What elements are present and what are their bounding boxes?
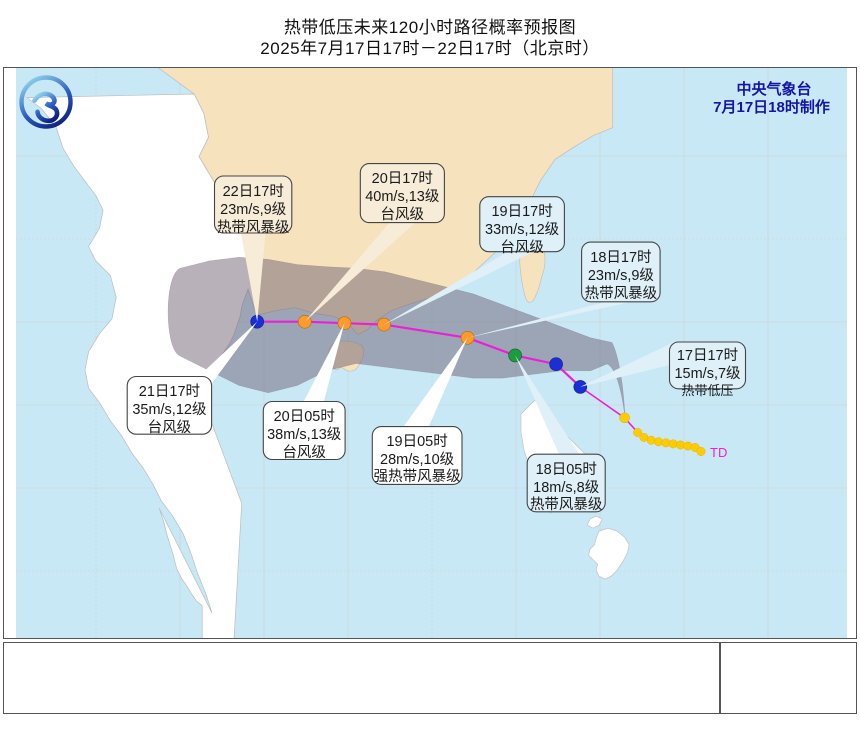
svg-text:热带风暴级: 热带风暴级 (530, 496, 603, 513)
svg-text:18m/s,8级: 18m/s,8级 (533, 479, 599, 496)
svg-text:18日05时: 18日05时 (536, 461, 597, 478)
svg-text:23m/s,9级: 23m/s,9级 (588, 267, 654, 284)
svg-text:台风级: 台风级 (148, 419, 192, 436)
svg-text:20日17时: 20日17时 (372, 170, 433, 187)
svg-text:33m/s,12级: 33m/s,12级 (485, 221, 559, 238)
svg-text:20日05时: 20日05时 (274, 408, 335, 425)
svg-text:TD: TD (710, 445, 727, 460)
svg-text:19日05时: 19日05时 (386, 433, 447, 450)
svg-text:15m/s,7级: 15m/s,7级 (674, 365, 740, 382)
svg-text:台风级: 台风级 (500, 239, 544, 256)
svg-text:台风级: 台风级 (381, 206, 425, 223)
svg-text:热带风暴级: 热带风暴级 (217, 219, 290, 236)
svg-text:40m/s,13级: 40m/s,13级 (365, 188, 439, 205)
svg-text:强热带风暴级: 强热带风暴级 (374, 468, 461, 485)
svg-text:19日17时: 19日17时 (491, 203, 552, 220)
svg-text:28m/s,10级: 28m/s,10级 (380, 451, 454, 468)
svg-text:35m/s,12级: 35m/s,12级 (132, 401, 206, 418)
svg-text:21日17时: 21日17时 (139, 383, 200, 400)
svg-text:23m/s,9级: 23m/s,9级 (220, 201, 286, 218)
svg-text:18日17时: 18日17时 (590, 249, 651, 266)
svg-text:17日17时: 17日17时 (677, 347, 738, 364)
svg-text:热带风暴级: 热带风暴级 (585, 285, 658, 302)
svg-text:38m/s,13级: 38m/s,13级 (267, 426, 341, 443)
svg-text:台风级: 台风级 (282, 444, 326, 461)
svg-text:热带低压: 热带低压 (681, 383, 733, 398)
svg-text:22日17时: 22日17时 (223, 183, 284, 200)
